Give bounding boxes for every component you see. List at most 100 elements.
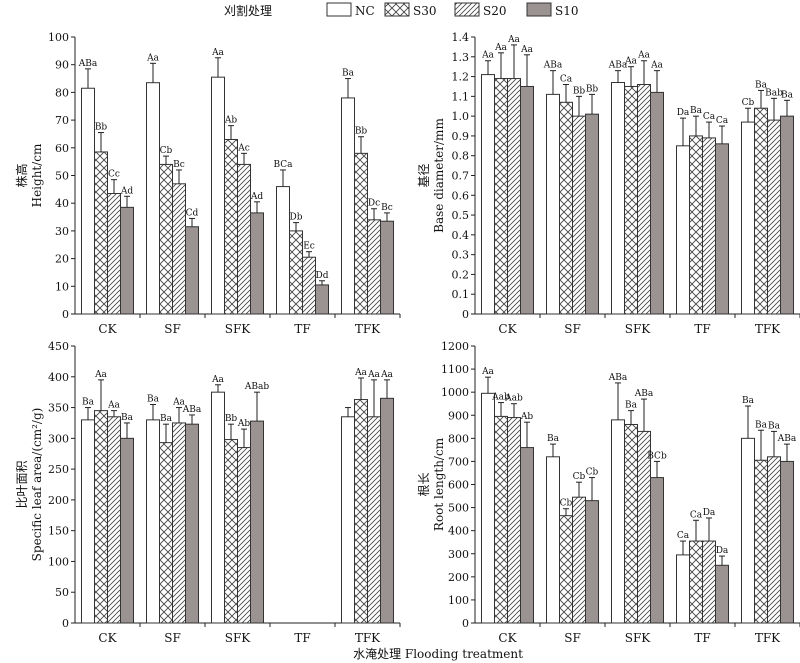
significance-label: ABa bbox=[182, 405, 202, 415]
bar-s30 bbox=[494, 78, 508, 315]
significance-label: ABa bbox=[608, 373, 628, 383]
y-tick-label: 1100 bbox=[441, 363, 469, 376]
legend-item-s10: S10 bbox=[526, 2, 579, 18]
bar-s10 bbox=[780, 460, 794, 624]
bar-s20 bbox=[637, 83, 651, 315]
bar-s30 bbox=[754, 107, 768, 315]
legend-items: NC S30 S20 S10 bbox=[326, 2, 579, 18]
y-tick-label: 0.6 bbox=[452, 189, 470, 202]
bar-nc bbox=[611, 419, 625, 624]
significance-label: Ab bbox=[237, 419, 250, 429]
y-tick-label: 1.2 bbox=[452, 71, 470, 84]
y-tick-label: 100 bbox=[448, 594, 469, 607]
category-label: SFK bbox=[225, 631, 252, 645]
significance-label: Ca bbox=[716, 116, 729, 126]
significance-label: Ba bbox=[547, 434, 560, 444]
legend-label-s30: S30 bbox=[413, 4, 437, 18]
bar-s20 bbox=[172, 183, 186, 315]
category-label: TFK bbox=[755, 322, 781, 336]
legend-item-nc: NC bbox=[326, 2, 375, 18]
category-label: TFK bbox=[355, 322, 381, 336]
legend-title: 刈割处理 bbox=[224, 3, 272, 18]
y-tick-label: 0 bbox=[462, 617, 469, 630]
y-axis-title: 基径Base diameter/mm bbox=[417, 118, 446, 233]
y-axis-title: 根长Root length/cm bbox=[417, 437, 446, 531]
y-tick-label: 100 bbox=[48, 555, 69, 568]
significance-label: Aa bbox=[650, 61, 663, 71]
y-tick-label: 1200 bbox=[441, 340, 469, 353]
significance-label: Aa bbox=[624, 57, 637, 67]
y-axis-title: 株高Height/cm bbox=[14, 143, 44, 207]
y-tick-label: 100 bbox=[48, 31, 69, 44]
significance-label: Aa bbox=[354, 368, 367, 378]
bar-s30 bbox=[159, 163, 173, 315]
significance-label: Ba bbox=[82, 398, 95, 408]
y-axis-title: 比叶面积Specific leaf area/(cm²/g) bbox=[15, 408, 44, 562]
bar-s30 bbox=[754, 459, 768, 624]
significance-label: Aa bbox=[380, 370, 393, 380]
significance-label: Ba bbox=[755, 420, 768, 430]
bar-nc bbox=[676, 554, 690, 624]
category-label: SF bbox=[564, 631, 581, 645]
y-tick-label: 300 bbox=[448, 548, 469, 561]
significance-label: Ec bbox=[303, 242, 315, 252]
significance-label: Ba bbox=[742, 396, 755, 406]
significance-label: Aa bbox=[172, 398, 185, 408]
category-label: SF bbox=[564, 322, 581, 336]
bar-nc bbox=[211, 391, 225, 624]
y-tick-label: 70 bbox=[55, 114, 69, 127]
bar-s30 bbox=[94, 410, 108, 624]
bar-nc bbox=[741, 121, 755, 315]
legend: 刈割处理 NC S30 S20 S10 bbox=[224, 2, 579, 18]
legend-label-nc: NC bbox=[355, 4, 375, 18]
bar-s30 bbox=[689, 540, 703, 624]
y-axis-title-en: Height/cm bbox=[30, 143, 44, 207]
significance-label: ABa bbox=[608, 61, 628, 71]
y-tick-label: 1.3 bbox=[452, 51, 470, 64]
significance-label: Aa bbox=[637, 51, 650, 61]
significance-label: Ca bbox=[703, 112, 716, 122]
bar-nc bbox=[81, 87, 95, 315]
category-label: CK bbox=[98, 322, 117, 336]
y-tick-label: 900 bbox=[448, 409, 469, 422]
significance-label: BCb bbox=[647, 451, 667, 461]
y-tick-label: 0 bbox=[62, 308, 69, 321]
legend-swatch-s30 bbox=[384, 2, 410, 17]
significance-label: Dd bbox=[316, 271, 329, 281]
significance-label: Da bbox=[716, 546, 729, 556]
significance-label: BCa bbox=[273, 160, 293, 170]
significance-label: Ad bbox=[120, 186, 133, 196]
significance-label: Ba bbox=[342, 69, 355, 79]
bar-s30 bbox=[624, 423, 638, 624]
y-axis-title-en: Specific leaf area/(cm²/g) bbox=[30, 408, 44, 562]
significance-label: Cb bbox=[560, 499, 573, 509]
bar-nc bbox=[341, 416, 355, 624]
bar-s30 bbox=[354, 152, 368, 315]
significance-label: Cb bbox=[573, 472, 586, 482]
significance-label: Aab bbox=[491, 393, 510, 403]
category-label: SFK bbox=[625, 322, 652, 336]
bar-s10 bbox=[650, 477, 664, 624]
category-label: CK bbox=[98, 631, 117, 645]
y-tick-label: 0 bbox=[462, 308, 469, 321]
bar-nc bbox=[676, 145, 690, 315]
bar-s20 bbox=[767, 456, 781, 624]
bar-s20 bbox=[107, 193, 121, 315]
bar-s20 bbox=[702, 137, 716, 315]
y-tick-label: 0.4 bbox=[452, 229, 470, 242]
bar-s10 bbox=[715, 143, 729, 315]
significance-label: Aa bbox=[520, 45, 533, 55]
significance-label: Aa bbox=[94, 370, 107, 380]
significance-label: Aa bbox=[211, 375, 224, 385]
significance-label: Ab bbox=[520, 412, 533, 422]
significance-label: Ca bbox=[690, 510, 703, 520]
significance-label: Da bbox=[677, 108, 690, 118]
bar-nc bbox=[341, 97, 355, 315]
bar-nc bbox=[276, 186, 290, 315]
y-tick-label: 1000 bbox=[441, 386, 469, 399]
bar-nc bbox=[146, 82, 160, 315]
significance-label: Ca bbox=[560, 74, 573, 84]
significance-label: Bc bbox=[381, 203, 393, 213]
y-tick-label: 1.4 bbox=[452, 31, 470, 44]
